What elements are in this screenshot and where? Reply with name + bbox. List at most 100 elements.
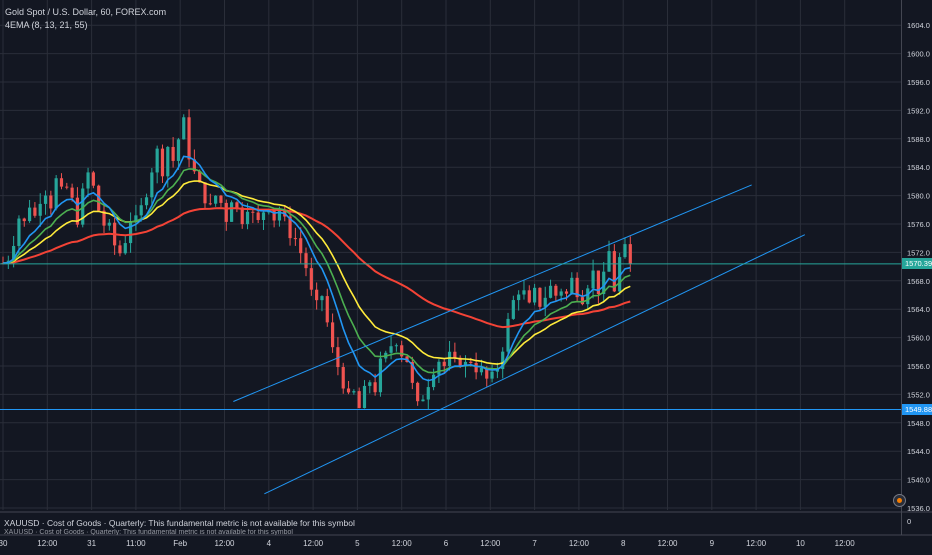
candle-body xyxy=(203,182,207,204)
candle xyxy=(410,356,414,390)
candle-body xyxy=(176,139,181,161)
candle xyxy=(229,200,234,222)
time-tick-label: 12:00 xyxy=(746,539,767,548)
price-tick-label: 1552.0 xyxy=(907,390,930,399)
price-tick-label: 1572.0 xyxy=(907,248,930,257)
candle xyxy=(49,190,53,215)
candle-body xyxy=(107,222,111,226)
candle-body xyxy=(623,244,627,258)
candle-body xyxy=(256,212,260,220)
price-tick-label: 1536.0 xyxy=(907,504,930,513)
candle-body xyxy=(506,318,510,352)
candle-body xyxy=(91,172,95,186)
candle-body xyxy=(368,382,372,386)
candle xyxy=(453,342,457,363)
candle xyxy=(139,197,143,222)
candle-body xyxy=(81,188,85,225)
candle xyxy=(607,240,611,272)
candle-body xyxy=(432,374,436,388)
candle xyxy=(304,247,308,277)
candle-body xyxy=(352,391,356,393)
candle xyxy=(352,389,356,395)
candle xyxy=(65,182,69,190)
candle xyxy=(580,290,585,306)
time-tick-label: 12:00 xyxy=(657,539,678,548)
candle-body xyxy=(144,197,149,206)
candle-body xyxy=(596,270,600,295)
price-tick-label: 1544.0 xyxy=(907,447,930,456)
candle-body xyxy=(187,117,191,160)
candle-body xyxy=(543,297,547,307)
time-tick-label: 12:00 xyxy=(214,539,235,548)
candle-body xyxy=(293,238,297,240)
candle-body xyxy=(12,245,16,261)
price-tick-label: 1592.0 xyxy=(907,106,930,115)
candle xyxy=(602,262,606,303)
candle xyxy=(325,288,329,327)
candle-body xyxy=(490,371,494,379)
candle xyxy=(59,173,64,190)
price-tick-label: 1600.0 xyxy=(907,50,930,59)
candle-body xyxy=(59,178,64,187)
price-tick-label: 1564.0 xyxy=(907,305,930,314)
candle-body xyxy=(378,358,383,393)
price-tick-label: 1596.0 xyxy=(907,78,930,87)
candle-body xyxy=(533,287,537,303)
candle xyxy=(182,114,186,140)
channel-lower-line xyxy=(264,234,806,495)
candle xyxy=(208,193,212,206)
candle xyxy=(612,244,616,293)
price-tick-label: 1540.0 xyxy=(907,476,930,485)
price-axis: 1536.0 1540.0 1544.0 1548.0 1552.0 1556.0 1560… xyxy=(907,21,930,513)
candle-body xyxy=(224,202,228,222)
candle xyxy=(315,282,319,310)
candle xyxy=(330,313,335,353)
time-tick-label: 11:00 xyxy=(126,539,146,548)
price-tick-label: 1548.0 xyxy=(907,419,930,428)
candle-body xyxy=(346,388,351,393)
candle-body xyxy=(447,351,452,367)
candle xyxy=(203,182,207,210)
candle-body xyxy=(511,300,515,319)
candle xyxy=(235,201,239,213)
time-tick-label: 7 xyxy=(532,539,537,548)
candle-body xyxy=(49,195,53,209)
candle xyxy=(517,290,521,311)
candle-body xyxy=(628,244,632,264)
ema-lines xyxy=(2,155,631,382)
candle xyxy=(394,343,398,352)
candle-body xyxy=(602,271,606,295)
candle xyxy=(522,279,526,300)
candle xyxy=(256,205,260,224)
candle-body xyxy=(97,185,101,211)
candle xyxy=(224,199,228,231)
candle-body xyxy=(400,345,404,357)
candle-body xyxy=(517,294,521,301)
candle-body xyxy=(86,172,90,189)
candle xyxy=(628,236,632,272)
candle-body xyxy=(182,117,186,140)
candle xyxy=(623,237,627,259)
candle-body xyxy=(70,187,74,198)
channel-upper-line xyxy=(233,184,752,402)
candle xyxy=(91,170,95,189)
candle-body xyxy=(426,387,430,400)
candle xyxy=(362,380,367,409)
time-tick-label: 12:00 xyxy=(480,539,501,548)
candles xyxy=(1,109,632,410)
candle xyxy=(357,387,361,409)
candle-body xyxy=(155,148,159,173)
candle-body xyxy=(618,257,622,292)
candle xyxy=(527,285,531,304)
scroll-to-realtime-icon[interactable] xyxy=(893,494,906,507)
candle-body xyxy=(22,218,26,222)
candle xyxy=(548,279,553,299)
candle xyxy=(591,259,595,299)
horizontal-level-tag: 1549.88 xyxy=(902,403,932,415)
candle-body xyxy=(373,382,377,393)
candle xyxy=(618,252,622,295)
candle xyxy=(118,240,122,257)
candle-body xyxy=(139,205,143,216)
